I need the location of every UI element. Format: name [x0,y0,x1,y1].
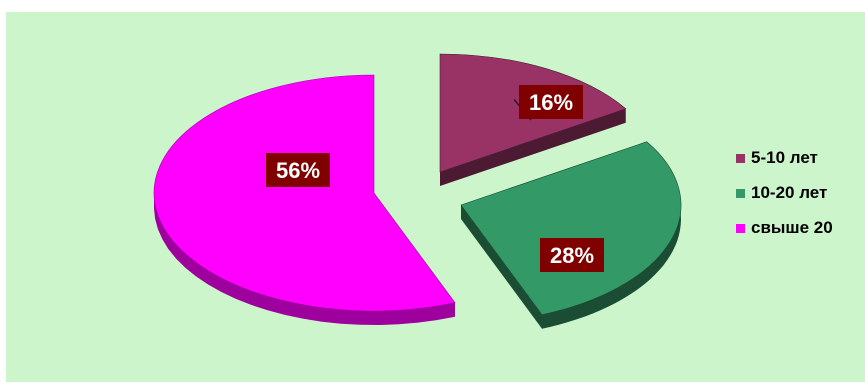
pie-slice [460,141,682,329]
legend-swatch-icon [736,188,745,198]
data-label: 56% [266,153,330,187]
legend: 5-10 лет 10-20 лет свыше 20 [736,147,833,252]
chart-area: 16% 28% 56% 5-10 лет 10-20 лет свыше 20 [6,12,865,382]
data-label-text: 56% [276,158,320,183]
legend-swatch-icon [736,223,745,233]
data-label: 28% [540,238,604,272]
legend-label: свыше 20 [751,218,833,237]
legend-label: 5-10 лет [751,148,818,167]
data-label-text: 28% [550,243,594,268]
legend-item: 10-20 лет [736,182,833,204]
pie-slice [153,74,456,325]
pie-chart: 16% 28% 56% [153,53,682,329]
slice-top [153,74,456,312]
data-label: 16% [519,85,583,119]
slice-side [542,200,681,329]
legend-item: 5-10 лет [736,147,833,169]
slice-edge [461,205,542,329]
data-label-text: 16% [529,90,573,115]
legend-label: 10-20 лет [751,183,828,202]
slice-side [154,194,455,325]
slice-edge [440,108,626,186]
slice-top [460,141,682,316]
legend-item: свыше 20 [736,217,833,239]
legend-swatch-icon [736,153,745,163]
